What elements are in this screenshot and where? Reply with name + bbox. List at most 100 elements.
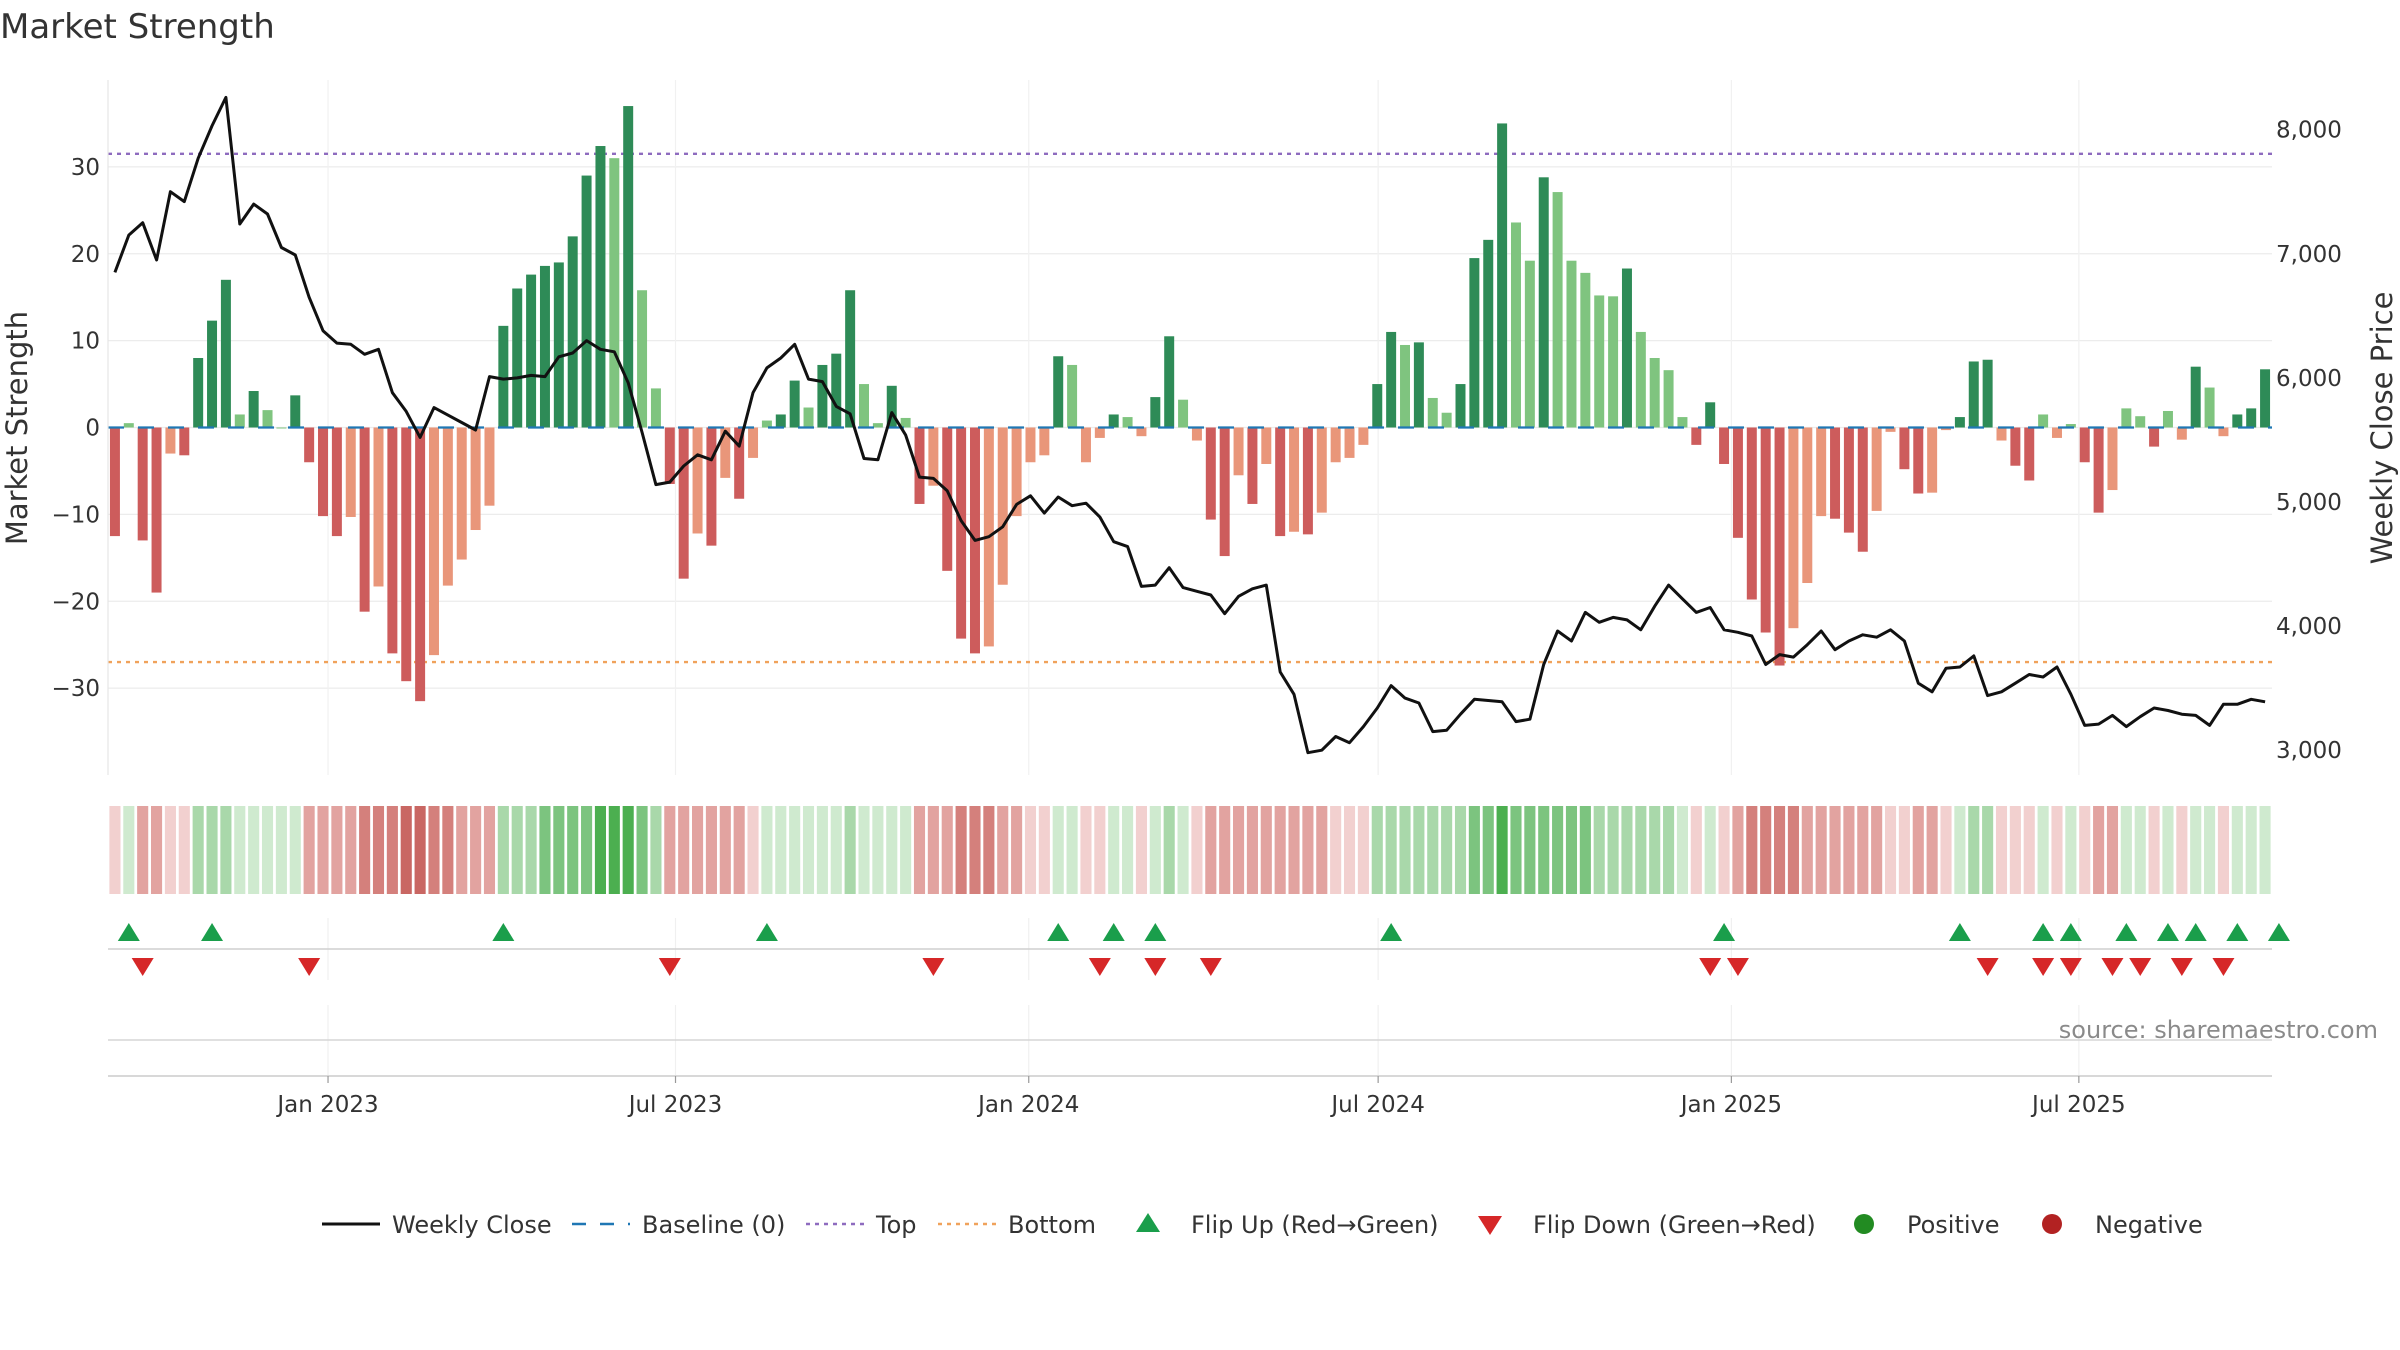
strength-bar (2204, 387, 2215, 428)
strength-bar (748, 427, 759, 458)
strength-bar (706, 427, 717, 546)
strength-bar (1732, 427, 1743, 538)
weekly-close-series (113, 95, 2266, 755)
heat-cell (2065, 806, 2077, 894)
strength-bar (1330, 427, 1341, 463)
heat-cell (664, 806, 676, 894)
heat-cell (2231, 806, 2243, 894)
legend-label: Negative (2095, 1211, 2203, 1239)
strength-bar (1830, 427, 1841, 519)
heat-cell (678, 806, 690, 894)
y2-tick-label: 3,000 (2276, 738, 2342, 764)
heat-cell (1011, 806, 1023, 894)
legend-label: Weekly Close (392, 1211, 552, 1239)
strength-bar (623, 106, 634, 428)
strength-bar (1483, 239, 1494, 428)
strength-bar (789, 380, 800, 428)
strength-bar (2051, 427, 2062, 438)
strength-bar (692, 427, 703, 534)
strength-bar (914, 427, 925, 504)
heat-cell (2190, 806, 2202, 894)
x-tick-label: Jan 2024 (976, 1092, 1079, 1118)
strength-bar (942, 427, 953, 571)
y2-axis-label: Weekly Close Price (2365, 292, 2399, 565)
legend-label: Baseline (0) (642, 1211, 785, 1239)
legend-label: Flip Down (Green→Red) (1533, 1211, 1816, 1239)
strength-bar (234, 414, 245, 428)
heat-cell (470, 806, 482, 894)
heat-cell (1649, 806, 1661, 894)
heat-cell (1829, 806, 1841, 894)
strength-bar (1621, 268, 1632, 428)
strength-bar (1580, 272, 1591, 428)
strength-bar (1788, 427, 1799, 629)
heat-cell (1288, 806, 1300, 894)
strength-bar (2246, 408, 2257, 428)
strength-bar (678, 427, 689, 579)
strength-bar (1469, 258, 1480, 428)
heat-cell (1718, 806, 1730, 894)
strength-bar (581, 175, 592, 428)
heat-cell (1413, 806, 1425, 894)
heat-cell (1468, 806, 1480, 894)
flip-down-marker (658, 958, 681, 976)
legend-item: Bottom (938, 1211, 1096, 1239)
heat-cell (1052, 806, 1064, 894)
strength-bar (109, 427, 120, 537)
strength-bar (831, 353, 842, 428)
strength-bar (2162, 410, 2173, 428)
heat-cell (1233, 806, 1245, 894)
heat-cell (234, 806, 246, 894)
strength-bar (1164, 336, 1175, 428)
flip-down-marker (1976, 958, 1999, 976)
heat-cell (2176, 806, 2188, 894)
heat-cell (747, 806, 759, 894)
heat-cell (1676, 806, 1688, 894)
heat-cell (1191, 806, 1203, 894)
strength-bar (1524, 260, 1535, 428)
heat-cell (733, 806, 745, 894)
strength-bar (2079, 427, 2090, 463)
strength-bar (1677, 417, 1688, 428)
heat-cell (1760, 806, 1772, 894)
strength-bar (1400, 344, 1411, 428)
strength-bar (1899, 427, 1910, 470)
strength-bar (803, 407, 814, 428)
strength-bar (1275, 427, 1286, 537)
flip-up-marker (2267, 923, 2290, 941)
heat-cell (1774, 806, 1786, 894)
strength-bar (775, 414, 786, 428)
strength-bar (1774, 427, 1785, 666)
strength-bar (1358, 427, 1369, 445)
heat-cell (539, 806, 551, 894)
heat-cell (1108, 806, 1120, 894)
strength-bar (428, 427, 439, 656)
heat-cell (2093, 806, 2105, 894)
heat-cell (1371, 806, 1383, 894)
legend: Weekly Close Baseline (0) Top Bottom Flip Up… (322, 1211, 2203, 1239)
y-axis-label: Market Strength (0, 311, 34, 545)
heat-cell (1427, 806, 1439, 894)
strength-bar (567, 236, 578, 428)
heat-cell (164, 806, 176, 894)
heat-cell (345, 806, 357, 894)
heat-cell (1122, 806, 1134, 894)
heat-cell (802, 806, 815, 894)
heat-cell (178, 806, 190, 894)
strength-bar (331, 427, 342, 537)
strength-bar (137, 427, 148, 541)
strength-bar (1635, 331, 1646, 428)
strength-bar (1968, 361, 1979, 428)
strength-bar (345, 427, 356, 517)
heat-cell (2245, 806, 2257, 894)
legend-item: Negative (2042, 1211, 2203, 1239)
y2-tick-label: 8,000 (2276, 118, 2342, 144)
y2-tick-label: 5,000 (2276, 490, 2342, 516)
strength-bar (872, 423, 883, 428)
flip-down-marker (1199, 958, 1222, 976)
heat-cell (900, 806, 912, 894)
heat-cell (497, 806, 509, 894)
flip-up-marker (1047, 923, 1070, 941)
heat-cell (414, 806, 426, 894)
